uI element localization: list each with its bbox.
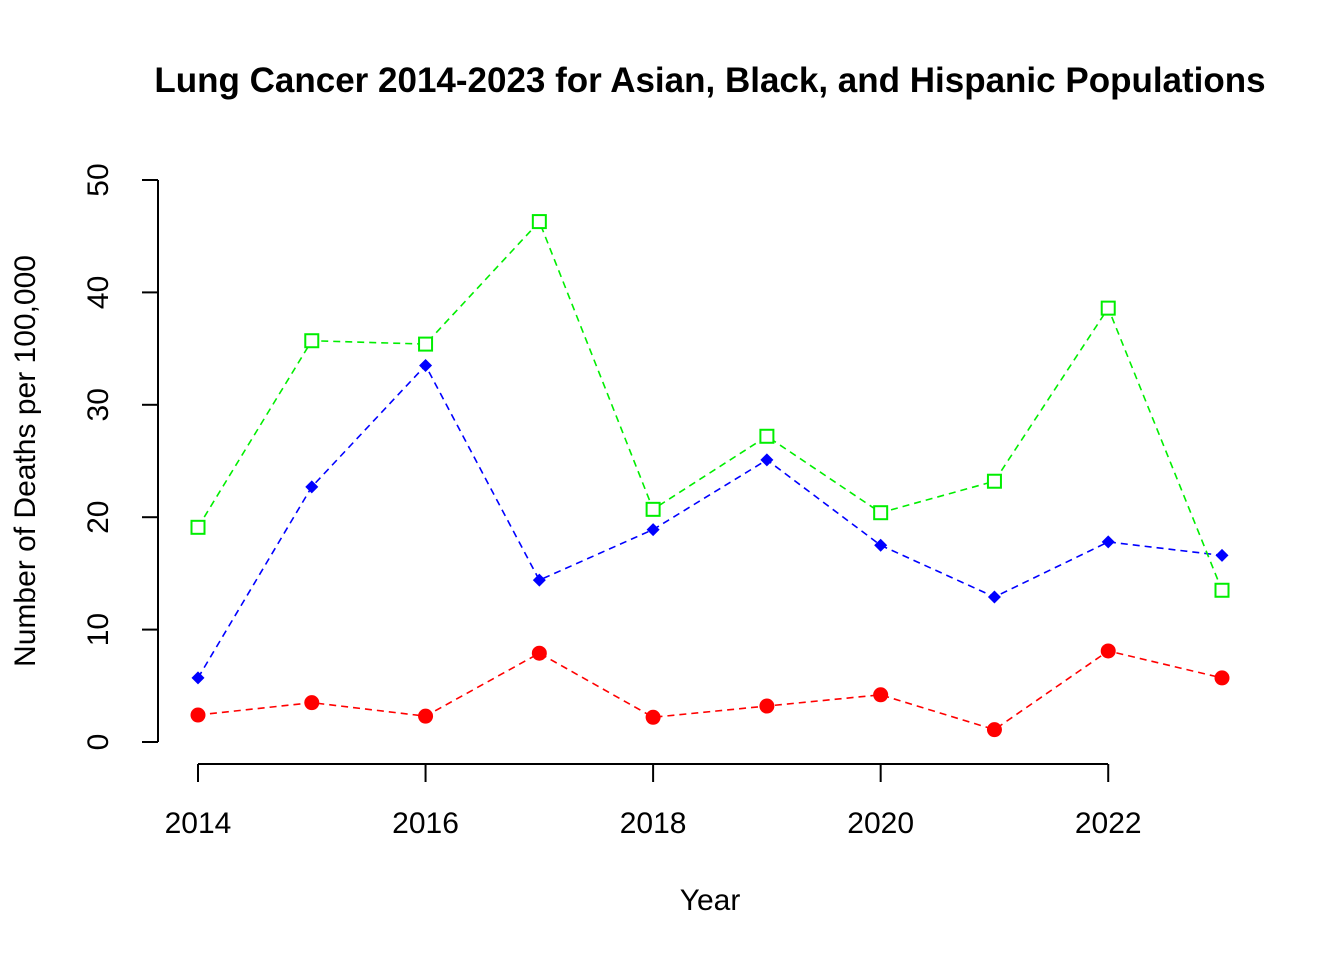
y-tick-label: 10 — [82, 613, 115, 646]
data-point — [1214, 582, 1230, 598]
data-point — [874, 538, 888, 552]
series-layer — [190, 214, 1230, 738]
data-point — [190, 519, 206, 535]
data-point — [759, 698, 775, 714]
y-tick-label: 30 — [82, 388, 115, 421]
data-point — [1100, 643, 1116, 659]
data-point — [190, 707, 206, 723]
data-point — [1100, 300, 1116, 316]
series-filled-diamond — [191, 358, 1229, 685]
x-tick-label: 2014 — [165, 807, 232, 840]
data-point — [305, 480, 319, 494]
data-point — [418, 336, 434, 352]
x-tick-label: 2016 — [392, 807, 459, 840]
data-point — [646, 523, 660, 537]
data-point — [987, 590, 1001, 604]
data-point — [760, 453, 774, 467]
data-point — [873, 687, 889, 703]
data-point — [645, 501, 661, 517]
data-point — [419, 358, 433, 372]
y-tick-label: 50 — [82, 163, 115, 196]
y-tick-label: 0 — [82, 734, 115, 751]
data-point — [1214, 670, 1230, 686]
y-axis: 0 10 20 30 40 50 — [82, 163, 159, 751]
data-point — [304, 333, 320, 349]
series-filled-circle — [190, 643, 1230, 738]
data-point — [532, 573, 546, 587]
x-tick-label: 2020 — [847, 807, 914, 840]
data-point — [531, 214, 547, 230]
series-open-square — [190, 214, 1230, 598]
chart-title: Lung Cancer 2014-2023 for Asian, Black, … — [154, 61, 1265, 100]
data-point — [418, 708, 434, 724]
x-axis-label: Year — [680, 884, 741, 917]
x-tick-label: 2022 — [1075, 807, 1142, 840]
data-point — [304, 695, 320, 711]
data-point — [986, 722, 1002, 738]
x-axis: 2014 2016 2018 2020 2022 — [165, 763, 1142, 840]
data-point — [1215, 548, 1229, 562]
x-tick-label: 2018 — [620, 807, 687, 840]
data-point — [531, 645, 547, 661]
data-point — [986, 473, 1002, 489]
data-point — [645, 709, 661, 725]
data-point — [873, 505, 889, 521]
y-axis-label: Number of Deaths per 100,000 — [9, 255, 42, 667]
series-line — [197, 364, 1223, 679]
series-line — [197, 220, 1223, 591]
y-tick-label: 20 — [82, 501, 115, 534]
series-line — [197, 650, 1223, 731]
data-point — [191, 671, 205, 685]
y-tick-label: 40 — [82, 276, 115, 309]
data-point — [759, 428, 775, 444]
data-point — [1101, 535, 1115, 549]
